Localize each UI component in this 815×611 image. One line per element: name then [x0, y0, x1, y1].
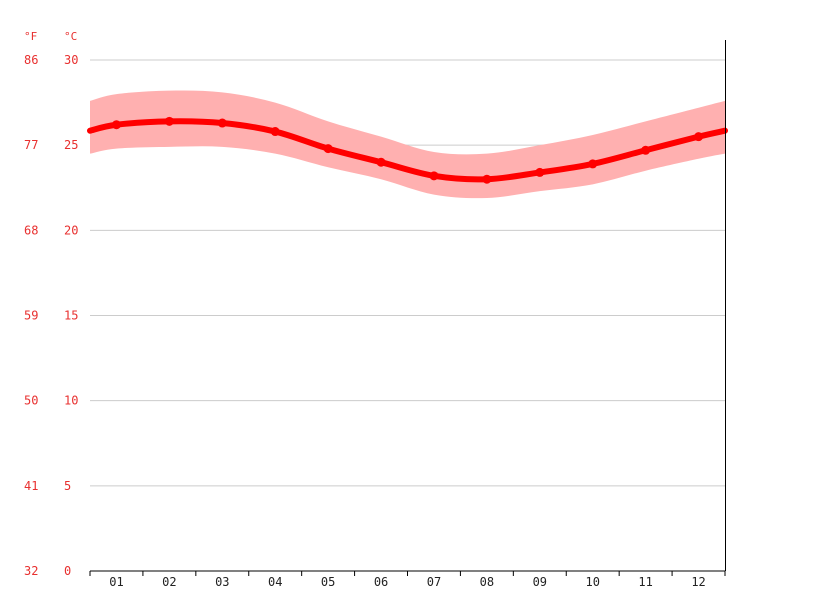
y-tick-label-fahrenheit: 32	[24, 564, 38, 578]
x-tick-label: 07	[427, 575, 441, 589]
y-tick-label-fahrenheit: 68	[24, 223, 38, 237]
x-tick-label: 10	[585, 575, 599, 589]
data-point	[482, 174, 492, 184]
data-point	[270, 127, 280, 137]
x-tick-label: 06	[374, 575, 388, 589]
y-tick-label-celsius: 20	[64, 223, 78, 237]
data-point	[641, 145, 651, 155]
x-tick-label: 09	[533, 575, 547, 589]
axis-labels: 32 0 41 5 50 10 59 15 68 20 77 25 86 30 01 02 03 04 05 06 07…	[24, 53, 706, 589]
x-tick-label: 04	[268, 575, 282, 589]
x-tick-label: 08	[480, 575, 494, 589]
y-tick-label-fahrenheit: 50	[24, 394, 38, 408]
x-tick-label: 03	[215, 575, 229, 589]
y-tick-label-fahrenheit: 86	[24, 53, 38, 67]
axes	[89, 40, 726, 576]
y-tick-label-celsius: 5	[64, 479, 71, 493]
x-tick-label: 02	[162, 575, 176, 589]
y-tick-label-celsius: 15	[64, 309, 78, 323]
y-tick-label-fahrenheit: 59	[24, 309, 38, 323]
x-tick-label: 11	[638, 575, 652, 589]
data-point	[376, 157, 386, 167]
data-point	[694, 132, 704, 142]
x-tick-label: 05	[321, 575, 335, 589]
data-point	[217, 118, 227, 128]
data-point	[164, 116, 174, 126]
celsius-unit-label: °C	[64, 30, 77, 43]
y-tick-label-celsius: 30	[64, 53, 78, 67]
x-tick-label: 12	[691, 575, 705, 589]
data-point	[429, 171, 439, 181]
x-tick-label: 01	[109, 575, 123, 589]
data-point	[588, 159, 598, 169]
data-point	[111, 120, 121, 130]
y-tick-label-fahrenheit: 41	[24, 479, 38, 493]
data-points	[111, 116, 704, 184]
y-tick-label-fahrenheit: 77	[24, 138, 38, 152]
data-point	[323, 144, 333, 154]
fahrenheit-unit-label: °F	[24, 30, 37, 43]
data-point	[535, 167, 545, 177]
y-tick-label-celsius: 0	[64, 564, 71, 578]
y-tick-label-celsius: 10	[64, 394, 78, 408]
temperature-range-band	[90, 90, 725, 199]
y-tick-label-celsius: 25	[64, 138, 78, 152]
